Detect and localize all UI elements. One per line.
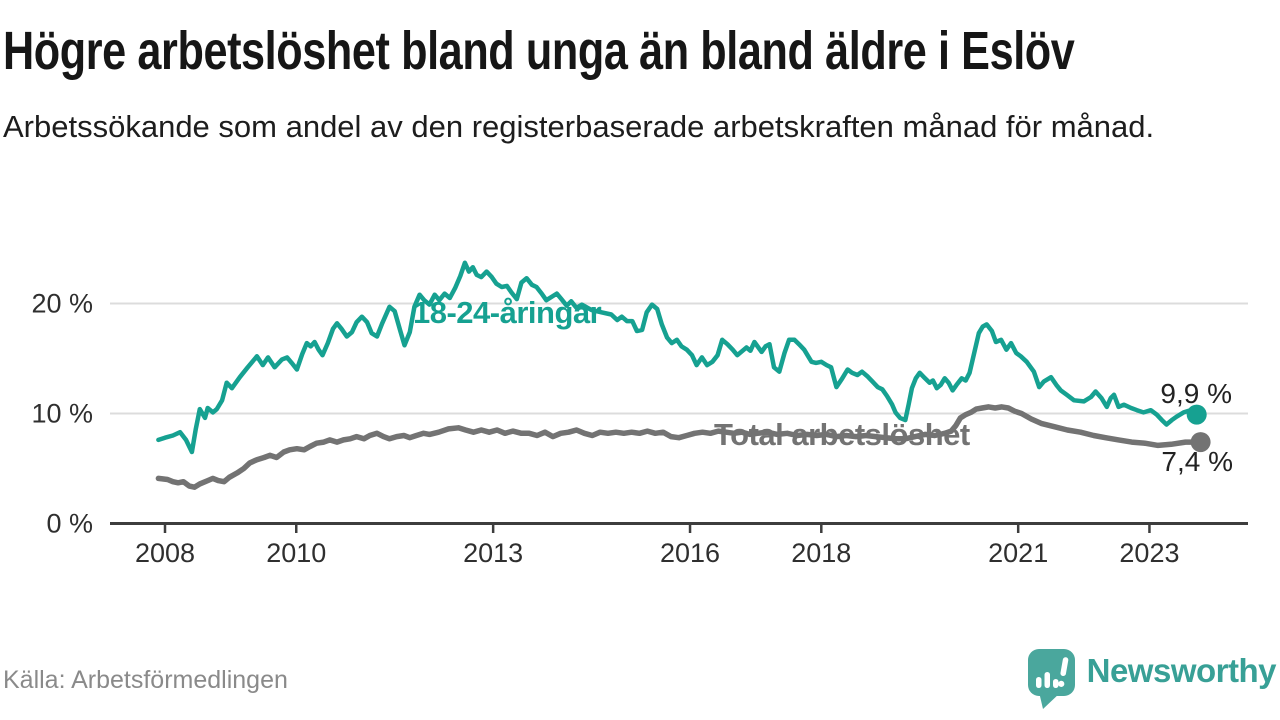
logo-bar-icon xyxy=(1035,677,1042,688)
chart-title: Högre arbetslöshet bland unga än bland ä… xyxy=(3,21,1075,81)
x-tick-label: 2021 xyxy=(988,538,1048,568)
logo-bar-icon xyxy=(1052,679,1059,688)
y-tick-label: 20 % xyxy=(31,289,93,319)
series-end-dot-total xyxy=(1190,432,1211,453)
x-tick-label: 2016 xyxy=(660,538,720,568)
series-label-youth: 18-24-åringar xyxy=(413,295,602,330)
series-line-18-24-aringar xyxy=(156,260,1199,455)
y-tick-label: 10 % xyxy=(31,399,93,429)
newsworthy-logo-icon xyxy=(1027,649,1075,709)
logo-bar-icon xyxy=(1044,672,1050,688)
x-tick-label: 2018 xyxy=(791,538,851,568)
end-value-label-total: 7,4 % xyxy=(1161,446,1233,477)
chart-subtitle: Arbetssökande som andel av den registerb… xyxy=(3,109,1155,144)
series-line-total-arbetsloshet xyxy=(155,404,1204,490)
x-tick-label: 2023 xyxy=(1119,538,1179,568)
series-label-total: Total arbetslöshet xyxy=(714,417,970,452)
logo-exclamation-icon xyxy=(1057,657,1068,687)
brand-wordmark: Newsworthy xyxy=(1086,652,1277,689)
x-tick-label: 2010 xyxy=(266,538,326,568)
y-tick-label: 0 % xyxy=(46,509,93,539)
speech-bubble-tail xyxy=(1038,692,1061,709)
x-tick-label: 2013 xyxy=(463,538,523,568)
x-tick-label: 2008 xyxy=(135,538,195,568)
series-end-dot-youth xyxy=(1186,404,1207,425)
end-value-label-youth: 9,9 % xyxy=(1160,378,1232,409)
newsworthy-brand: Newsworthy xyxy=(1026,648,1277,710)
source-note: Källa: Arbetsförmedlingen xyxy=(3,666,288,694)
